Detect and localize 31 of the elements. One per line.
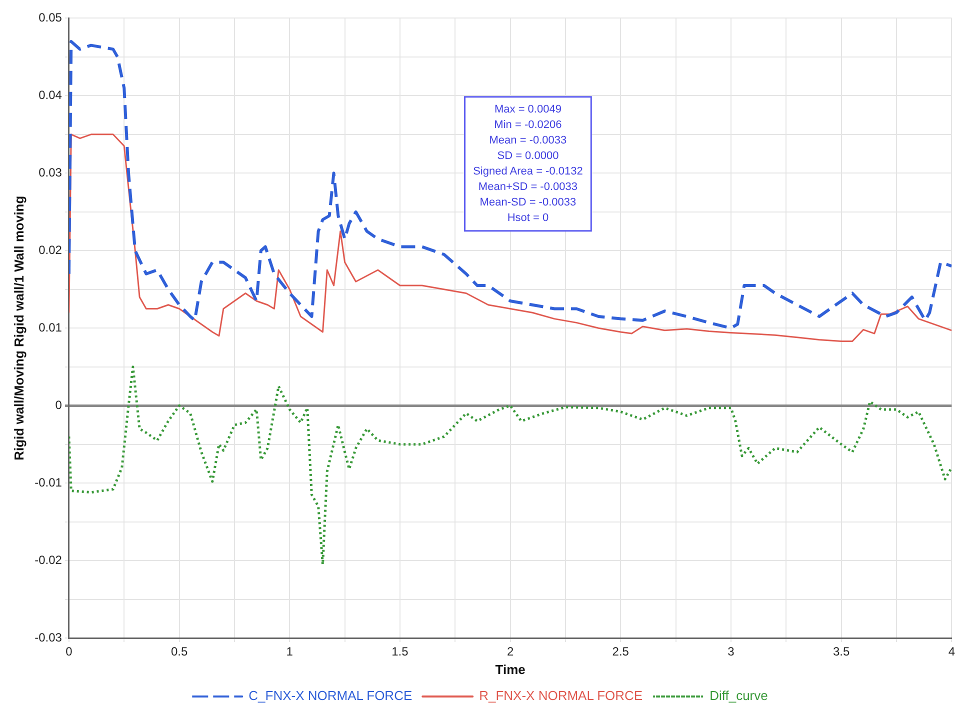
y-tick-label: 0.03 — [38, 165, 62, 180]
x-tick-label: 3.5 — [832, 644, 850, 659]
x-tick-label: 1.5 — [392, 644, 409, 659]
annotation: Max = 0.0049 — [494, 104, 562, 116]
y-tick-label: 0.04 — [38, 88, 62, 102]
annotation: Hsot = 0 — [507, 212, 549, 224]
x-tick-label: 0.5 — [170, 644, 188, 659]
annotation: Mean-SD = -0.0033 — [480, 196, 576, 209]
x-tick-label: 3 — [728, 644, 735, 659]
legend-label: R_FNX-X NORMAL FORCE — [479, 688, 643, 704]
y-tick-label: 0.05 — [38, 10, 62, 25]
annotation: Signed Area = -0.0132 — [473, 166, 583, 178]
legend-label: Diff_curve — [710, 688, 768, 704]
y-tick-label: -0.02 — [34, 552, 62, 567]
x-tick-label: 2 — [506, 644, 514, 659]
annotation: Mean = -0.0033 — [489, 134, 567, 147]
y-tick-label: 0 — [55, 398, 62, 412]
y-tick-label: -0.03 — [34, 630, 62, 644]
x-axis-title: Time — [495, 662, 526, 677]
annotation: SD = 0.0000 — [497, 150, 559, 162]
y-tick-label: -0.01 — [34, 475, 62, 490]
y-axis-title: Rigid wall/Moving Rigid wall/1 Wall moving — [11, 196, 26, 460]
x-tick-label: 2.5 — [612, 644, 630, 659]
x-tick-label: 4 — [948, 644, 956, 659]
annotation: Mean+SD = -0.0033 — [478, 181, 578, 194]
annotation: Min = -0.0206 — [494, 119, 562, 132]
x-tick-label: 1 — [286, 644, 294, 659]
legend-label: C_FNX-X NORMAL FORCE — [248, 688, 412, 704]
y-tick-label: 0.02 — [38, 242, 62, 257]
x-tick-label: 0 — [66, 644, 73, 659]
y-tick-label: 0.01 — [38, 320, 62, 334]
